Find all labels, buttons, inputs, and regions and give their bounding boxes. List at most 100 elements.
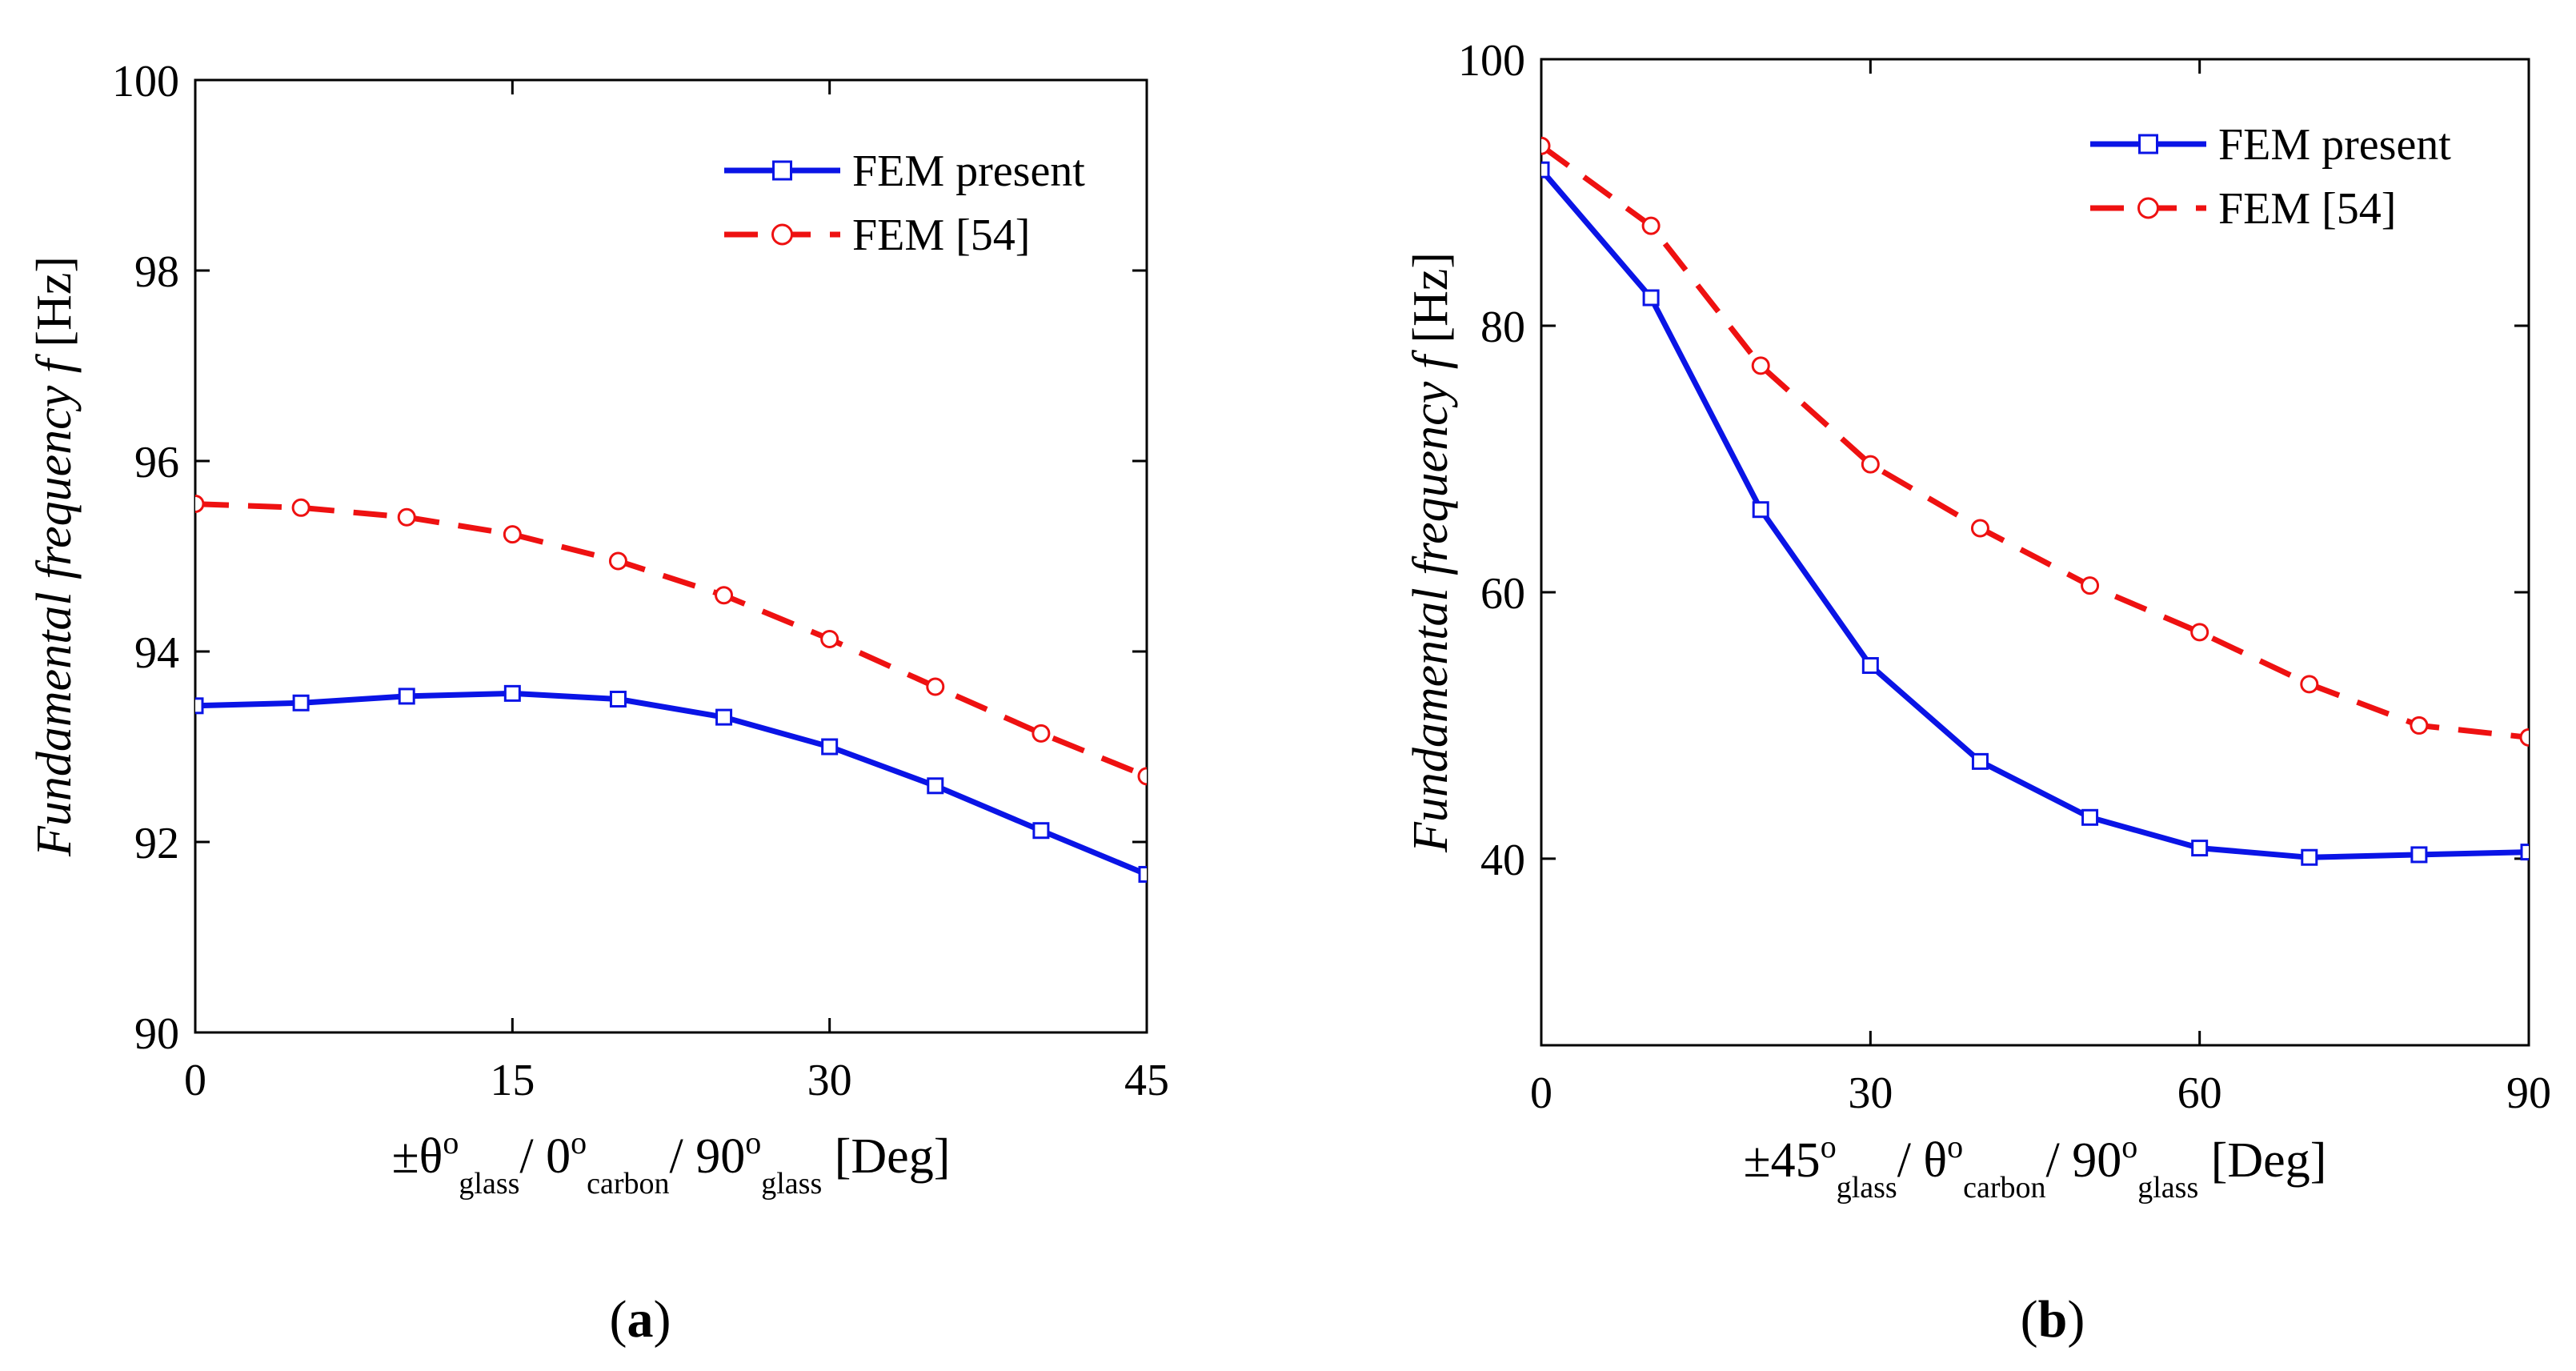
data-point-fem-present (2191, 840, 2209, 857)
x-title-part: / 0 (519, 1129, 571, 1184)
legend-marker-circle (771, 223, 793, 246)
data-point-fem-54 (1751, 356, 1770, 375)
data-point-fem-present (1541, 161, 1550, 178)
plot-area (195, 495, 1147, 883)
panel-label: (a) (610, 1290, 671, 1349)
y-tick-label: 100 (112, 57, 179, 106)
x-title-part: ±45 (1744, 1133, 1821, 1188)
y-tick-label: 98 (134, 247, 179, 297)
y-axis-title: Fundamental frequency f [Hz] (27, 256, 82, 857)
data-point-fem-54 (1137, 767, 1147, 786)
y-tick-label: 90 (134, 1009, 179, 1059)
panel-label-paren: ( (2021, 1290, 2038, 1349)
y-tick-label: 96 (134, 438, 179, 487)
y-axis-title: Fundamental frequency f [Hz] (1404, 252, 1458, 853)
data-point-fem-54 (1641, 216, 1661, 235)
x-title-subscript: glass (761, 1167, 822, 1201)
y-tick-label: 80 (1480, 303, 1525, 352)
series-line-fem-54 (1541, 143, 2529, 740)
data-point-fem-present (715, 708, 733, 726)
data-point-fem-present (2301, 848, 2318, 866)
legend-marker-circle (2137, 197, 2159, 219)
panel-label: (b) (2021, 1290, 2085, 1349)
x-title-unit: [Deg] (2198, 1133, 2326, 1188)
plot-frame (1540, 58, 2530, 1047)
data-point-fem-54 (291, 498, 310, 517)
x-title-part: / 90 (670, 1129, 746, 1184)
series-line-fem-present (195, 690, 1147, 877)
data-point-fem-present (927, 777, 944, 795)
data-point-fem-54 (397, 507, 416, 527)
panel-label-paren: ) (654, 1290, 671, 1349)
x-title-subscript: carbon (587, 1167, 669, 1201)
x-tick-label: 30 (807, 1056, 852, 1105)
chart-panel-b: 40 60 80 100 0 30 60 90 FEM present FEM [54] Funda… (1404, 36, 2551, 1349)
x-title-subscript: glass (2137, 1171, 2198, 1205)
data-point-fem-present (1861, 657, 1879, 675)
x-tick-label: 0 (1530, 1068, 1552, 1118)
panel-label-letter: b (2038, 1290, 2068, 1349)
data-point-fem-present (821, 738, 839, 756)
y-tick-label: 100 (1458, 36, 1525, 86)
data-point-fem-54 (2410, 716, 2429, 735)
data-point-fem-present (503, 684, 521, 702)
data-point-fem-54 (715, 586, 734, 605)
legend-label: FEM present (2218, 120, 2451, 170)
x-title-part: / 90 (2046, 1133, 2122, 1188)
data-point-fem-54 (1541, 136, 1551, 155)
y-tick-label: 94 (134, 628, 179, 678)
legend-label: FEM [54] (2218, 184, 2396, 234)
data-point-fem-present (1138, 865, 1147, 883)
legend-marker-square (772, 160, 792, 181)
data-point-fem-present (2520, 844, 2529, 861)
data-point-fem-54 (2190, 623, 2209, 642)
data-point-fem-present (1642, 289, 1660, 307)
y-axis-title-unit: [Hz] (1404, 252, 1458, 355)
panel-label-paren: ( (610, 1290, 627, 1349)
data-point-fem-54 (503, 525, 522, 544)
y-axis-title-text: Fundamental frequency f (1404, 349, 1458, 853)
data-point-fem-present (2410, 846, 2428, 864)
data-point-fem-54 (2081, 576, 2100, 595)
legend-label: FEM [54] (852, 210, 1030, 260)
x-axis-title: ±θoglass/ 0ocarbon/ 90oglass [Deg] (392, 1124, 951, 1201)
chart-panel-a: 90 92 94 96 98 100 0 15 30 45 FEM present FEM [54] F… (27, 57, 1169, 1349)
x-title-degree: o (1947, 1128, 1963, 1165)
legend-label: FEM present (852, 146, 1085, 196)
data-point-fem-54 (1970, 519, 1989, 538)
x-title-degree: o (443, 1124, 459, 1161)
x-tick-label: 60 (2177, 1068, 2222, 1118)
y-axis-title-text: Fundamental frequency f (27, 353, 82, 857)
series-line-fem-present (1541, 167, 2529, 860)
x-tick-label: 30 (1848, 1068, 1893, 1118)
x-title-subscript: glass (459, 1167, 519, 1201)
legend-marker-square (2138, 134, 2158, 154)
data-point-fem-54 (608, 551, 627, 571)
data-point-fem-present (195, 697, 204, 715)
data-point-fem-54 (195, 495, 205, 514)
x-tick-label: 45 (1124, 1056, 1169, 1105)
x-title-part: / θ (1897, 1133, 1947, 1188)
data-point-fem-present (1971, 752, 1989, 770)
plot-area (1541, 136, 2529, 866)
panel-label-paren: ) (2067, 1290, 2085, 1349)
x-title-subscript: carbon (1963, 1171, 2045, 1205)
x-title-subscript: glass (1837, 1171, 1897, 1205)
x-tick-label: 0 (184, 1056, 206, 1105)
x-axis-title: ±45oglass/ θocarbon/ 90oglass [Deg] (1744, 1128, 2327, 1205)
x-title-degree: o (2121, 1128, 2137, 1165)
series-line-fem-54 (195, 501, 1147, 780)
data-point-fem-54 (2519, 728, 2529, 747)
y-tick-label: 40 (1480, 836, 1525, 885)
x-title-degree: o (1821, 1128, 1837, 1165)
x-title-unit: [Deg] (822, 1129, 950, 1184)
data-point-fem-present (1032, 822, 1050, 840)
data-point-fem-present (609, 691, 627, 708)
data-point-fem-54 (2300, 675, 2319, 694)
data-point-fem-present (1752, 501, 1769, 519)
x-title-part: ±θ (392, 1129, 443, 1184)
data-point-fem-present (292, 694, 310, 712)
data-point-fem-present (2081, 808, 2099, 826)
y-tick-label: 92 (134, 819, 179, 868)
x-title-degree: o (571, 1124, 587, 1161)
